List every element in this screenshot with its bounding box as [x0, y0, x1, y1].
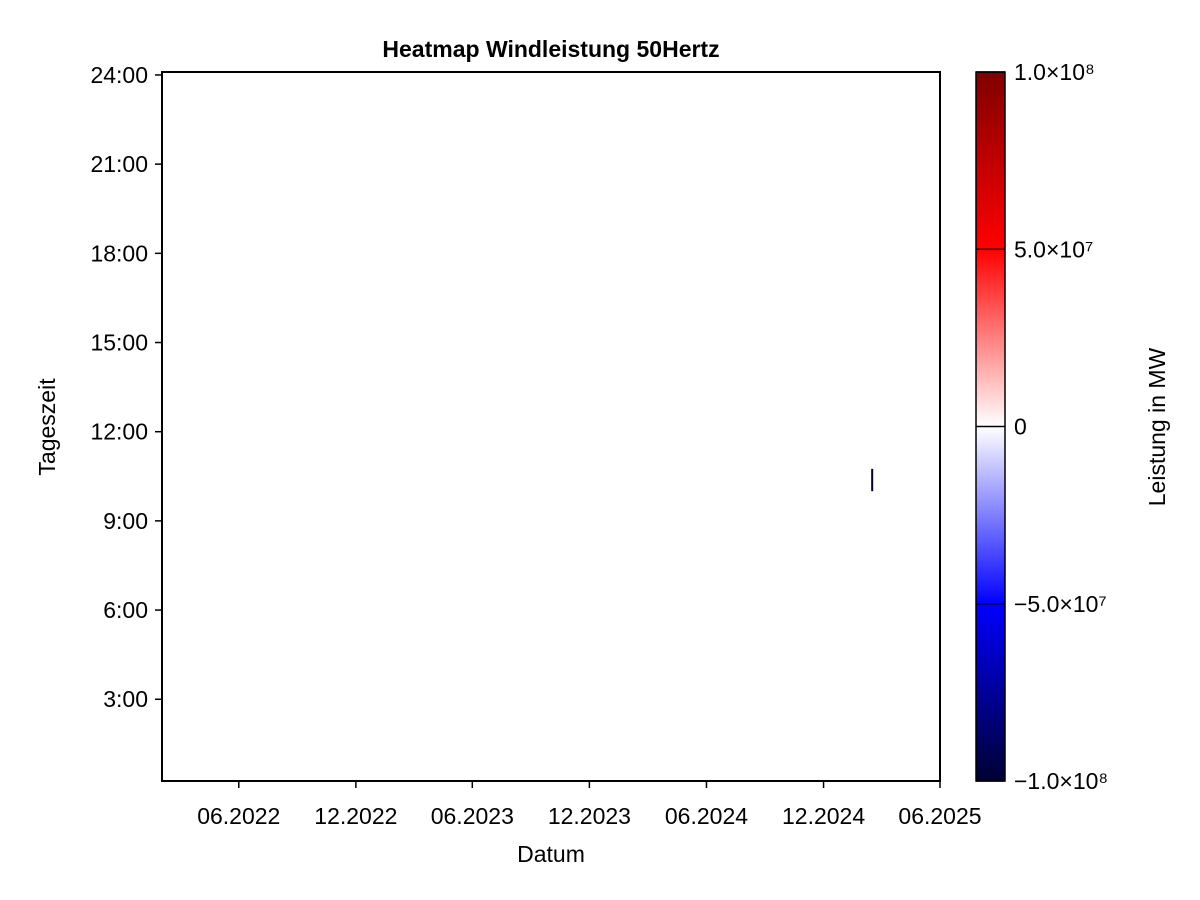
y-tick-label: 15:00	[90, 330, 148, 356]
heatmap-cell	[871, 468, 874, 492]
x-tick-label: 06.2024	[665, 803, 748, 829]
x-tick-label: 12.2022	[314, 803, 397, 829]
colorbar-tick-label: 0	[1014, 414, 1027, 440]
x-tick-label: 06.2022	[197, 803, 280, 829]
y-tick-label: 18:00	[90, 240, 148, 266]
plot-frame	[161, 71, 941, 782]
x-tick-label: 06.2025	[898, 803, 981, 829]
colorbar-tick-label: 5.0×10⁷	[1014, 236, 1093, 262]
colorbar-tick-label: −1.0×10⁸	[1014, 768, 1108, 794]
x-axis-label: Datum	[517, 841, 585, 867]
x-tick-label: 06.2023	[431, 803, 514, 829]
colorbar-ticks: 1.0×10⁸ 5.0×10⁷ 0 −5.0×10⁷ −1.0×10⁸	[976, 59, 1108, 794]
heatmap-cells	[871, 468, 874, 492]
y-tick-label: 12:00	[90, 419, 148, 445]
chart-title: Heatmap Windleistung 50Hertz	[382, 36, 719, 62]
x-tick-label: 12.2024	[782, 803, 865, 829]
colorbar-tick-label: 1.0×10⁸	[1014, 59, 1095, 85]
y-tick-label: 6:00	[103, 597, 148, 623]
y-axis-label: Tageszeit	[34, 378, 60, 476]
y-axis-ticks: 3:00 6:00 9:00 12:00 15:00 18:00 21:00 24:00	[90, 62, 162, 712]
y-tick-label: 9:00	[103, 508, 148, 534]
y-tick-label: 24:00	[90, 62, 148, 88]
colorbar-label: Leistung in MW	[1144, 347, 1170, 506]
x-tick-label: 12.2023	[548, 803, 631, 829]
y-tick-label: 21:00	[90, 151, 148, 177]
colorbar-tick-label: −5.0×10⁷	[1014, 591, 1107, 617]
y-tick-label: 3:00	[103, 686, 148, 712]
x-axis-ticks: 06.2022 12.2022 06.2023 12.2023 06.2024 12.20…	[197, 781, 982, 829]
